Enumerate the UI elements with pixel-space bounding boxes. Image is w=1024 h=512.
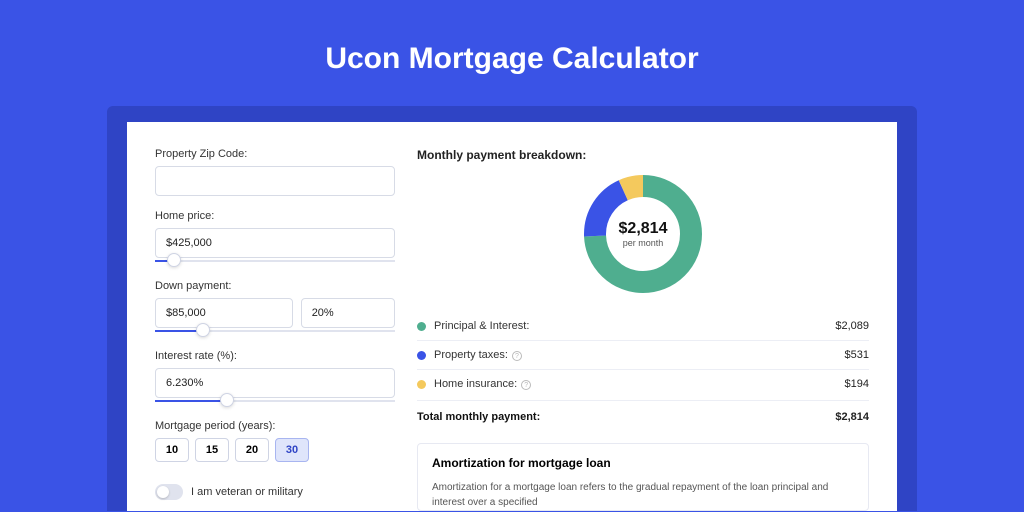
down-payment-field: Down payment: xyxy=(155,280,395,336)
veteran-row: I am veteran or military xyxy=(155,484,395,500)
card-shadow: Property Zip Code: Home price: Down paym… xyxy=(107,106,917,511)
period-option-10[interactable]: 10 xyxy=(155,438,189,462)
page-title: Ucon Mortgage Calculator xyxy=(0,42,1024,76)
home-price-label: Home price: xyxy=(155,210,395,222)
interest-rate-field: Interest rate (%): xyxy=(155,350,395,406)
slider-thumb[interactable] xyxy=(220,393,234,407)
info-icon[interactable]: ? xyxy=(512,351,522,361)
home-price-field: Home price: xyxy=(155,210,395,266)
amortization-card: Amortization for mortgage loan Amortizat… xyxy=(417,443,869,511)
breakdown-title: Monthly payment breakdown: xyxy=(417,148,869,162)
total-row: Total monthly payment: $2,814 xyxy=(417,400,869,437)
legend-label: Principal & Interest: xyxy=(434,320,835,332)
amortization-title: Amortization for mortgage loan xyxy=(432,456,854,470)
interest-rate-slider[interactable] xyxy=(155,396,395,406)
legend-row-insurance: Home insurance:?$194 xyxy=(417,370,869,398)
page-header: Ucon Mortgage Calculator xyxy=(0,0,1024,106)
legend-value: $2,089 xyxy=(835,320,869,332)
zip-label: Property Zip Code: xyxy=(155,148,395,160)
interest-rate-input[interactable] xyxy=(155,368,395,398)
donut-container: $2,814 per month xyxy=(417,174,869,294)
legend-row-principal: Principal & Interest:$2,089 xyxy=(417,312,869,341)
zip-input[interactable] xyxy=(155,166,395,196)
legend-row-taxes: Property taxes:?$531 xyxy=(417,341,869,370)
down-payment-amount-input[interactable] xyxy=(155,298,293,328)
period-label: Mortgage period (years): xyxy=(155,420,395,432)
legend: Principal & Interest:$2,089Property taxe… xyxy=(417,312,869,398)
form-panel: Property Zip Code: Home price: Down paym… xyxy=(155,148,395,511)
period-option-15[interactable]: 15 xyxy=(195,438,229,462)
breakdown-panel: Monthly payment breakdown: $2,814 per mo… xyxy=(417,148,869,511)
home-price-slider[interactable] xyxy=(155,256,395,266)
slider-thumb[interactable] xyxy=(196,323,210,337)
period-option-30[interactable]: 30 xyxy=(275,438,309,462)
down-payment-label: Down payment: xyxy=(155,280,395,292)
zip-field: Property Zip Code: xyxy=(155,148,395,196)
legend-label: Home insurance:? xyxy=(434,378,845,390)
legend-value: $194 xyxy=(845,378,869,390)
down-payment-slider[interactable] xyxy=(155,326,395,336)
home-price-input[interactable] xyxy=(155,228,395,258)
legend-label: Property taxes:? xyxy=(434,349,845,361)
donut-chart: $2,814 per month xyxy=(583,174,703,294)
total-value: $2,814 xyxy=(835,411,869,423)
down-payment-percent-input[interactable] xyxy=(301,298,395,328)
legend-dot xyxy=(417,351,426,360)
veteran-toggle[interactable] xyxy=(155,484,183,500)
calculator-card: Property Zip Code: Home price: Down paym… xyxy=(127,122,897,511)
slider-thumb[interactable] xyxy=(167,253,181,267)
interest-rate-label: Interest rate (%): xyxy=(155,350,395,362)
amortization-text: Amortization for a mortgage loan refers … xyxy=(432,480,854,510)
donut-amount: $2,814 xyxy=(619,220,668,238)
donut-sub: per month xyxy=(619,238,668,248)
total-label: Total monthly payment: xyxy=(417,411,835,423)
period-option-20[interactable]: 20 xyxy=(235,438,269,462)
info-icon[interactable]: ? xyxy=(521,380,531,390)
legend-dot xyxy=(417,322,426,331)
period-field: Mortgage period (years): 10152030 xyxy=(155,420,395,462)
legend-dot xyxy=(417,380,426,389)
legend-value: $531 xyxy=(845,349,869,361)
veteran-label: I am veteran or military xyxy=(191,486,303,498)
